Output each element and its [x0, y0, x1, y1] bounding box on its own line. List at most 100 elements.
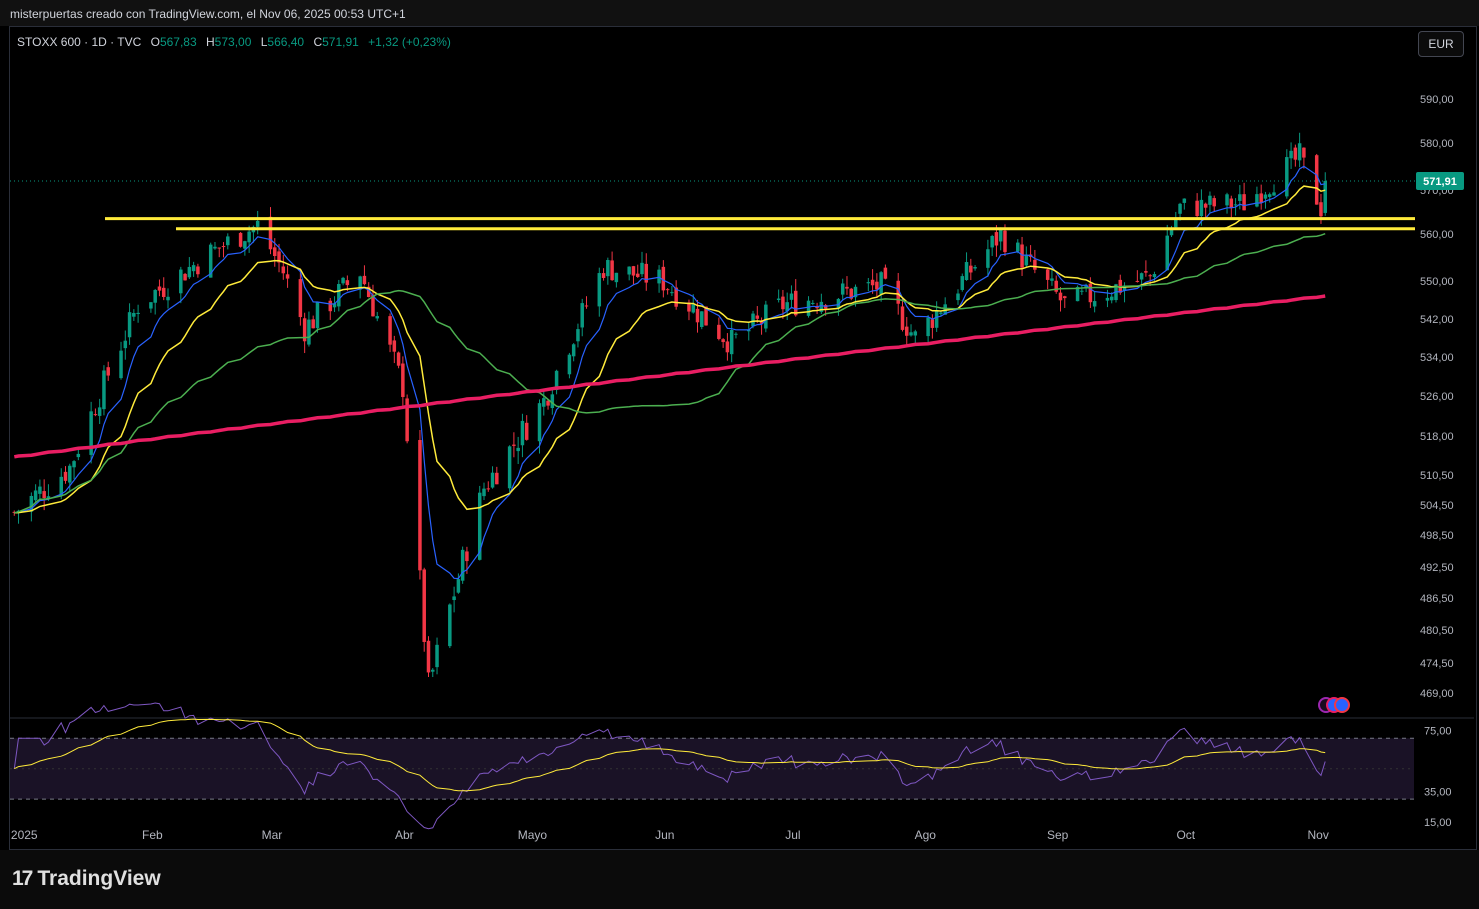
- legend-low: 566,40: [267, 35, 305, 49]
- candle-body: [482, 488, 486, 497]
- candle-body: [657, 269, 661, 284]
- candle-body: [396, 352, 401, 366]
- candle-body: [785, 302, 789, 312]
- candle-body: [191, 265, 196, 272]
- candle-body: [584, 305, 589, 307]
- candle-body: [507, 446, 512, 489]
- candle-body: [597, 273, 602, 307]
- price-axis-label: 590,00: [1420, 94, 1454, 106]
- candle-body: [238, 232, 243, 247]
- candle-body: [1024, 254, 1029, 266]
- candle-body: [943, 304, 947, 315]
- candle-body: [486, 488, 491, 490]
- candle-body: [994, 232, 999, 246]
- ema-slow-line: [14, 185, 1326, 514]
- candle-body: [840, 283, 845, 295]
- candle-body: [674, 287, 678, 307]
- candle-body: [1174, 217, 1178, 228]
- tradingview-logo[interactable]: 17 TradingView: [12, 867, 161, 891]
- currency-button[interactable]: EUR: [1418, 31, 1464, 57]
- candle-body: [691, 304, 695, 313]
- candle-body: [721, 339, 725, 343]
- candle-body: [358, 276, 362, 290]
- candle-body: [964, 262, 969, 281]
- price-axis-label: 580,00: [1420, 138, 1454, 150]
- candle-body: [687, 302, 691, 312]
- candle-body: [1109, 296, 1114, 301]
- candle-body: [1144, 271, 1148, 273]
- brand-name: TradingView: [37, 867, 161, 890]
- price-axis-label: 510,50: [1420, 470, 1454, 482]
- candle-body: [465, 551, 469, 562]
- price-axis-label: 480,50: [1420, 625, 1454, 637]
- candle-body: [46, 496, 51, 499]
- candle-body: [405, 398, 409, 442]
- candle-body: [161, 287, 166, 297]
- candle-body: [909, 332, 913, 336]
- earnings-icon[interactable]: [1334, 697, 1350, 713]
- candle-body: [1084, 284, 1088, 289]
- legend-change: +1,32 (+0,23%): [368, 35, 451, 49]
- candle-body: [986, 249, 990, 268]
- time-axis-label: Nov: [1307, 828, 1328, 842]
- candle-body: [550, 394, 555, 409]
- candle-body: [1016, 242, 1020, 252]
- candle-body: [640, 262, 644, 275]
- candle-body: [97, 407, 102, 416]
- candle-body: [998, 229, 1003, 242]
- candle-body: [221, 246, 226, 248]
- candle-body: [571, 344, 576, 357]
- rsi-ma-line: [14, 718, 1326, 792]
- candle-body: [811, 302, 815, 304]
- candle-body: [759, 321, 764, 324]
- candle-body: [93, 414, 98, 416]
- candle-body: [371, 294, 375, 317]
- candle-body: [362, 275, 367, 285]
- rsi-axis-label: 15,00: [1424, 817, 1452, 829]
- candle-body: [700, 311, 704, 327]
- candle-body: [610, 260, 614, 281]
- candle-body: [298, 279, 303, 318]
- candle-body: [1139, 273, 1144, 280]
- candle-body: [187, 266, 192, 278]
- candle-body: [76, 453, 81, 458]
- legend-high: 573,00: [214, 35, 252, 49]
- candle-body: [627, 266, 631, 275]
- candle-body: [1238, 194, 1242, 201]
- candle-body: [33, 490, 38, 501]
- legend-low-label: L: [260, 35, 268, 49]
- candle-body: [426, 640, 431, 673]
- candle-body: [934, 310, 939, 328]
- time-axis-label: Oct: [1176, 828, 1195, 842]
- legend-close: 571,91: [322, 35, 359, 49]
- candle-body: [136, 312, 140, 315]
- legend-close-label: C: [313, 35, 323, 49]
- candle-body: [1178, 203, 1182, 214]
- candle-body: [853, 286, 858, 298]
- candle-body: [601, 273, 606, 278]
- candle-body: [900, 306, 905, 330]
- candle-body: [926, 317, 930, 337]
- candle-body: [836, 298, 841, 309]
- candle-body: [913, 331, 918, 336]
- candle-body: [1148, 275, 1152, 277]
- candle-body: [580, 303, 584, 328]
- candle-body: [1199, 199, 1204, 217]
- candle-body: [537, 403, 542, 442]
- candle-body: [1045, 269, 1050, 280]
- candle-body: [1208, 195, 1212, 205]
- candle-body: [42, 491, 46, 498]
- price-axis-label: 542,00: [1420, 314, 1454, 326]
- candle-body: [268, 216, 273, 250]
- candle-body: [849, 288, 853, 299]
- candle-body: [285, 274, 290, 279]
- candle-body: [490, 472, 495, 488]
- price-chart[interactable]: 590,00580,00570,00560,00550,00542,00534,…: [0, 0, 1479, 850]
- price-axis-label: 498,50: [1420, 530, 1454, 542]
- candle-body: [315, 302, 320, 329]
- candle-body: [68, 465, 72, 483]
- candle-body: [89, 411, 93, 455]
- candle-body: [524, 422, 529, 440]
- candle-body: [179, 269, 183, 294]
- candle-body: [576, 329, 580, 342]
